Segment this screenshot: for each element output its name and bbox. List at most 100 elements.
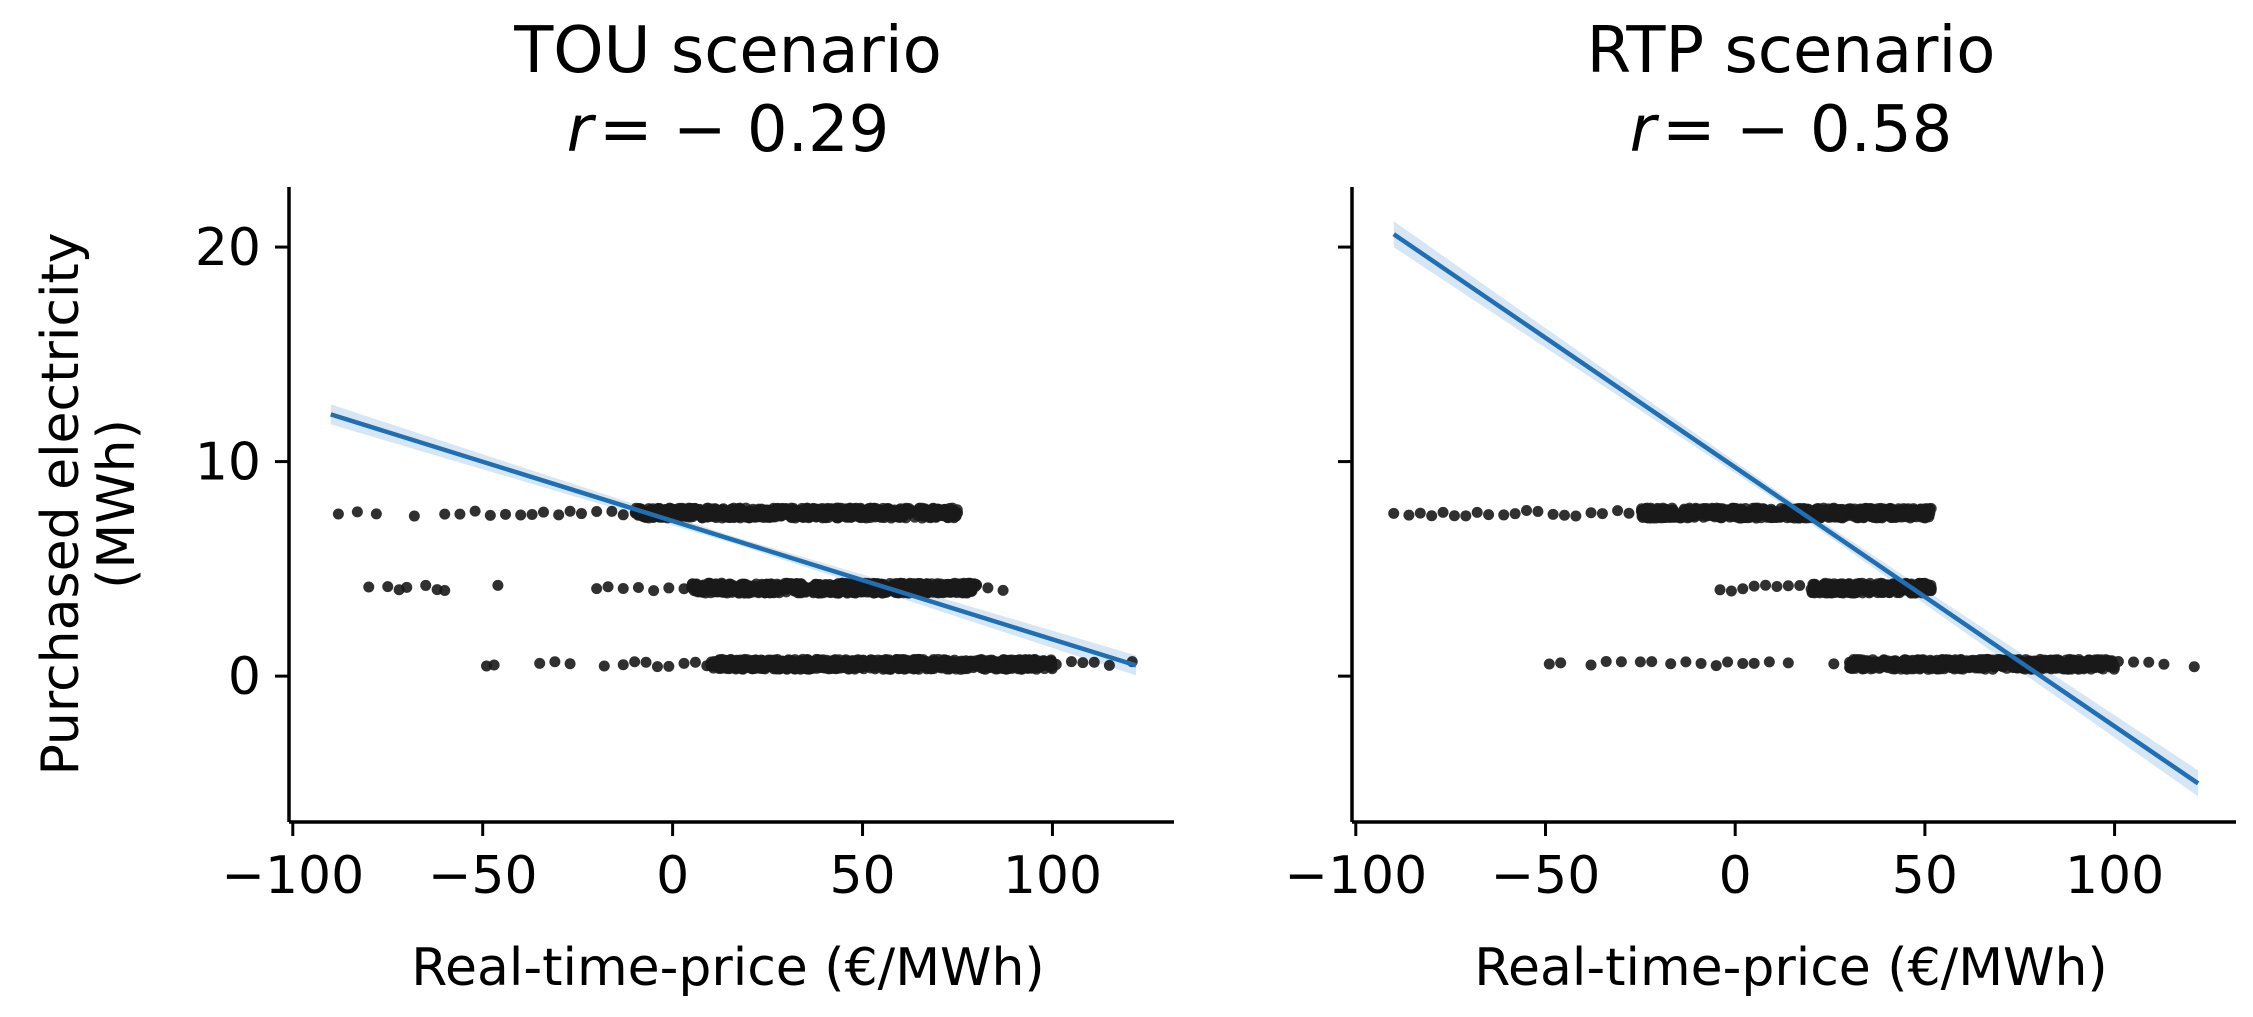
tou-scatter-point: [617, 509, 629, 521]
tou-scatter-point: [564, 658, 576, 670]
rtp-scatter-point: [1509, 508, 1521, 520]
tou-scatter-point: [868, 587, 880, 599]
tou-scatter-point: [754, 511, 766, 523]
rtp-scatter-point: [1794, 580, 1806, 592]
tou-x-tick-label: 0: [656, 846, 689, 906]
tou-scatter-point: [997, 584, 1009, 596]
tou-title: TOU scenario: [513, 14, 942, 88]
tou-scatter-point: [945, 511, 957, 523]
tou-scatter-point: [765, 656, 777, 668]
rtp-scatter-point: [1471, 506, 1483, 518]
tou-scatter-point: [439, 585, 451, 597]
tou-scatter-point: [602, 581, 614, 593]
tou-scatter-point: [469, 505, 481, 517]
rtp-scatter-point: [1426, 510, 1438, 522]
tou-panel: TOU scenario r= − 0.29 Real-time-price (…: [31, 14, 1174, 998]
tou-scatter-point: [663, 582, 675, 594]
tou-scatter-point: [893, 663, 905, 675]
tou-scatter-point: [1103, 659, 1115, 671]
rtp-scatter-point: [2105, 660, 2117, 672]
tou-scatter-point: [808, 659, 820, 671]
rtp-x-tick-label: −50: [1491, 846, 1601, 906]
rtp-scatter-point: [1724, 511, 1736, 523]
rtp-scatter-point: [1977, 654, 1989, 666]
tou-scatter-point: [663, 660, 675, 672]
rtp-scatter-point: [1895, 509, 1907, 521]
rtp-scatter-point: [1722, 656, 1734, 668]
rtp-scatter-point: [1805, 583, 1817, 595]
tou-scatter-point: [769, 506, 781, 518]
rtp-scatter-point: [1863, 585, 1875, 597]
tou-scatter-point: [871, 506, 883, 518]
rtp-scatter-point: [1665, 658, 1677, 670]
rtp-scatter-point: [1634, 656, 1646, 668]
rtp-scatter-point: [2003, 658, 2015, 670]
tou-scatter-point: [606, 505, 618, 517]
rtp-scatter-point: [1596, 508, 1608, 520]
tou-scatter-point: [719, 508, 731, 520]
rtp-scatter-point: [1858, 511, 1870, 523]
tou-scatter-point: [982, 582, 994, 594]
tou-scatter-point: [1077, 657, 1089, 669]
rtp-scatter-point: [1745, 509, 1757, 521]
tou-scatter-point: [370, 508, 382, 520]
rtp-panel: RTP scenario r= − 0.58 Real-time-price (…: [1284, 14, 2236, 998]
rtp-scatter-point: [1853, 577, 1865, 589]
tou-scatter-point: [954, 584, 966, 596]
tou-x-tick-label: 100: [1003, 846, 1102, 906]
tou-scatter-point: [1065, 656, 1077, 668]
rtp-scatter-point: [2188, 661, 2200, 673]
rtp-scatter-point: [1648, 504, 1660, 516]
tou-scatter-point: [363, 581, 375, 593]
rtp-correlation: r= − 0.58: [1630, 93, 1953, 167]
tou-y-tick-label: 0: [228, 647, 261, 707]
rtp-scatter-point: [1555, 657, 1567, 669]
rtp-scatter-point: [1658, 512, 1670, 524]
rtp-scatter-point: [1623, 507, 1635, 519]
rtp-scatter-point: [1828, 658, 1840, 670]
tou-scatter-point: [835, 585, 847, 597]
rtp-scatter-point: [1817, 502, 1829, 514]
tou-scatter-point: [678, 657, 690, 669]
rtp-scatter-point: [2128, 656, 2140, 668]
rtp-scatter-point: [2060, 662, 2072, 674]
tou-scatter-point: [795, 582, 807, 594]
tou-scatter-point: [454, 508, 466, 520]
rtp-scatter-point: [1917, 659, 1929, 671]
tou-scatter-point: [916, 659, 928, 671]
rtp-scatter-point: [1600, 655, 1612, 667]
tou-scatter-point: [947, 502, 959, 514]
rtp-scatter-point: [1894, 657, 1906, 669]
tou-scatter-point: [973, 654, 985, 666]
rtp-scatter-point: [2083, 654, 2095, 666]
tou-scatter-point: [737, 584, 749, 596]
tou-scatter-point: [564, 505, 576, 517]
rtp-scatter-point: [1737, 583, 1749, 595]
tou-scatter-point: [955, 655, 967, 667]
tou-scatter-point: [629, 656, 641, 668]
tou-scatter-point: [894, 654, 906, 666]
tou-scatter-point: [724, 657, 736, 669]
tou-x-axis-label: Real-time-price (€/MWh): [411, 938, 1044, 998]
rtp-scatter-point: [1521, 504, 1533, 516]
tou-x-tick-label: 50: [829, 846, 895, 906]
rtp-scatter-point: [1906, 505, 1918, 517]
rtp-scatter-point: [1388, 507, 1400, 519]
rtp-x-tick-label: 50: [1892, 846, 1958, 906]
rtp-scatter-point: [1725, 585, 1737, 597]
tou-scatter-point: [859, 505, 871, 517]
tou-scatter-point: [781, 505, 793, 517]
rtp-scatter-point: [1748, 657, 1760, 669]
tou-scatter-point: [812, 583, 824, 595]
rtp-scatter-point: [2143, 656, 2155, 668]
rtp-scatter-point: [1815, 511, 1827, 523]
rtp-scatter-point: [1851, 653, 1863, 665]
tou-scatter-point: [819, 662, 831, 674]
rtp-scatter-point: [1830, 582, 1842, 594]
tou-scatter-point: [694, 582, 706, 594]
rtp-scatter-point: [1992, 655, 2004, 667]
rtp-scatter-point: [1570, 510, 1582, 522]
tou-scatter-point: [747, 503, 759, 515]
tou-scatter-point: [915, 506, 927, 518]
rtp-scatter-point: [1585, 659, 1597, 671]
